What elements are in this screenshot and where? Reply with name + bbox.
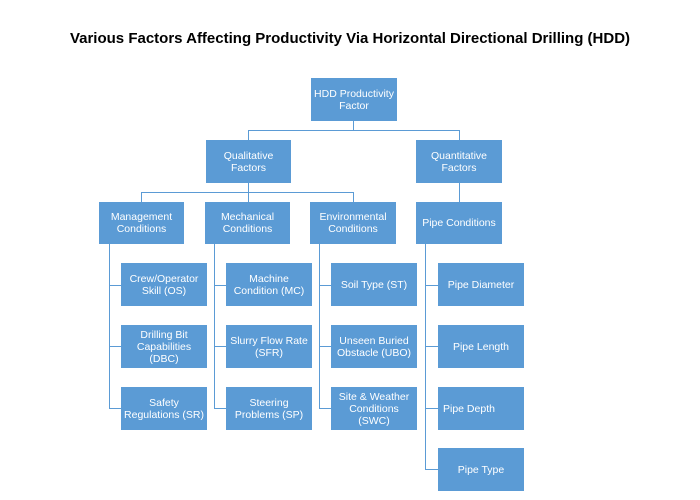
connector — [214, 408, 226, 409]
connector — [214, 285, 226, 286]
connector — [353, 121, 354, 130]
connector — [214, 244, 215, 409]
mechanical-conditions-node: Mechanical Conditions — [205, 202, 290, 244]
site-weather-conditions-node: Site & Weather Conditions (SWC) — [331, 387, 417, 430]
environmental-conditions-node: Environmental Conditions — [310, 202, 396, 244]
pipe-length-node: Pipe Length — [438, 325, 524, 368]
safety-regulations-node: Safety Regulations (SR) — [121, 387, 207, 430]
connector — [109, 285, 121, 286]
connector — [425, 469, 438, 470]
drilling-bit-capabilities-node: Drilling Bit Capabilities (DBC) — [121, 325, 207, 368]
connector — [425, 285, 438, 286]
machine-condition-node: Machine Condition (MC) — [226, 263, 312, 306]
pipe-diameter-node: Pipe Diameter — [438, 263, 524, 306]
crew-operator-skill-node: Crew/Operator Skill (OS) — [121, 263, 207, 306]
pipe-type-node: Pipe Type — [438, 448, 524, 491]
connector — [248, 183, 249, 192]
connector — [109, 408, 121, 409]
connector — [459, 130, 460, 140]
connector — [319, 408, 331, 409]
connector — [319, 285, 331, 286]
connector — [248, 130, 459, 131]
connector — [248, 192, 249, 202]
connector — [109, 346, 121, 347]
root-node: HDD Productivity Factor — [311, 78, 397, 121]
steering-problems-node: Steering Problems (SP) — [226, 387, 312, 430]
pipe-conditions-node: Pipe Conditions — [416, 202, 502, 244]
pipe-depth-node: Pipe Depth — [438, 387, 524, 430]
unseen-buried-obstacle-node: Unseen Buried Obstacle (UBO) — [331, 325, 417, 368]
slurry-flow-rate-node: Slurry Flow Rate (SFR) — [226, 325, 312, 368]
connector — [425, 408, 438, 409]
connector — [425, 244, 426, 470]
connector — [459, 183, 460, 202]
connector — [214, 346, 226, 347]
connector — [248, 130, 249, 140]
soil-type-node: Soil Type (ST) — [331, 263, 417, 306]
quantitative-factors-node: Quantitative Factors — [416, 140, 502, 183]
connector — [353, 192, 354, 202]
connector — [319, 244, 320, 409]
management-conditions-node: Management Conditions — [99, 202, 184, 244]
connector — [141, 192, 353, 193]
connector — [109, 244, 110, 409]
qualitative-factors-node: Qualitative Factors — [206, 140, 291, 183]
diagram-title: Various Factors Affecting Productivity V… — [69, 30, 631, 47]
connector — [141, 192, 142, 202]
connector — [425, 346, 438, 347]
connector — [319, 346, 331, 347]
